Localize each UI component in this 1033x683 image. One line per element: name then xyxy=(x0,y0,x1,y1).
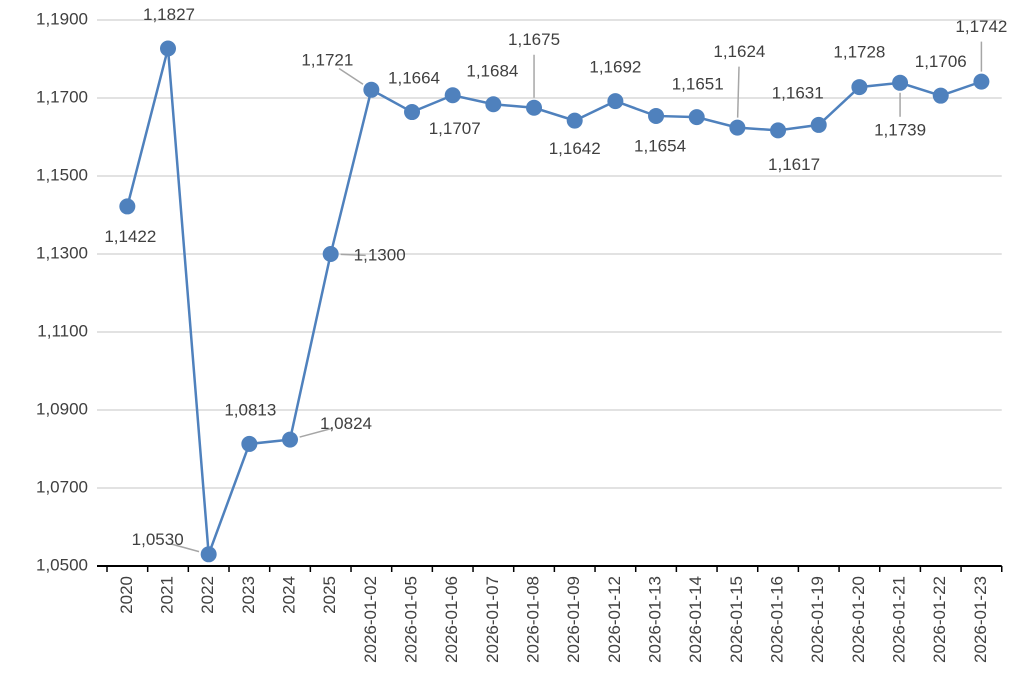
data-label: 1,1422 xyxy=(104,227,156,246)
leader-line xyxy=(338,67,364,85)
x-tick-label: 2026-01-06 xyxy=(442,576,461,663)
y-tick-label: 1,0500 xyxy=(36,555,88,574)
data-label: 1,0813 xyxy=(224,400,276,419)
data-point xyxy=(241,435,258,452)
x-tick-label: 2026-01-09 xyxy=(564,576,583,663)
data-point xyxy=(282,431,299,448)
x-tick-label: 2026-01-08 xyxy=(524,576,543,663)
data-label: 1,1707 xyxy=(429,119,481,138)
leader-line xyxy=(299,427,333,438)
y-tick-label: 1,1300 xyxy=(36,243,88,262)
x-tick-label: 2026-01-12 xyxy=(605,576,624,663)
data-point xyxy=(607,93,624,110)
series-line xyxy=(126,48,982,555)
data-point xyxy=(404,104,421,121)
x-tick-label: 2026-01-22 xyxy=(930,576,949,663)
data-label: 1,1742 xyxy=(955,17,1007,36)
x-tick-label: 2026-01-14 xyxy=(686,576,705,663)
data-label: 1,1300 xyxy=(354,245,406,264)
x-tick-label: 2026-01-21 xyxy=(890,576,909,663)
data-point xyxy=(648,107,665,124)
data-point xyxy=(526,99,543,116)
x-tick-label: 2026-01-13 xyxy=(646,576,665,663)
data-point xyxy=(363,81,380,98)
x-tick-label: 2026-01-15 xyxy=(727,576,746,663)
data-point xyxy=(688,109,705,126)
data-label: 1,1664 xyxy=(388,69,440,88)
data-label: 1,1651 xyxy=(672,75,724,94)
x-tick-label: 2026-01-16 xyxy=(768,576,787,663)
data-point xyxy=(566,112,583,129)
data-point xyxy=(119,198,136,215)
data-label: 1,1675 xyxy=(508,30,560,49)
y-tick-label: 1,0900 xyxy=(36,399,88,418)
data-label: 1,1728 xyxy=(833,43,885,62)
data-label: 1,1631 xyxy=(772,83,824,102)
data-label: 1,1739 xyxy=(874,120,926,139)
y-tick-label: 1,1900 xyxy=(36,9,88,28)
y-tick-label: 1,1100 xyxy=(37,321,88,340)
data-label: 1,1624 xyxy=(713,42,765,61)
data-label: 1,1642 xyxy=(549,139,601,158)
x-tick-label: 2026-01-05 xyxy=(402,576,421,663)
data-label: 1,1721 xyxy=(301,50,353,69)
y-tick-label: 1,1500 xyxy=(36,165,88,184)
x-tick-label: 2021 xyxy=(157,576,176,614)
x-tick-label: 2024 xyxy=(279,576,298,614)
x-tick-label: 2026-01-19 xyxy=(808,576,827,663)
data-point xyxy=(932,87,949,104)
x-tick-label: 2023 xyxy=(239,576,258,614)
data-point xyxy=(892,74,909,91)
data-point xyxy=(973,73,990,90)
x-tick-label: 2026-01-07 xyxy=(483,576,502,663)
leader-line xyxy=(340,253,366,257)
data-point xyxy=(729,119,746,136)
data-point xyxy=(851,79,868,96)
data-label: 1,1617 xyxy=(768,155,820,174)
y-tick-label: 1,0700 xyxy=(36,477,88,496)
data-point xyxy=(322,246,339,262)
data-point xyxy=(200,546,217,563)
x-tick-label: 2020 xyxy=(117,576,136,614)
data-point xyxy=(810,116,827,133)
x-tick-label: 2026-01-23 xyxy=(971,576,990,663)
data-label: 1,1706 xyxy=(915,52,967,71)
data-point xyxy=(444,87,461,104)
x-tick-label: 2026-01-20 xyxy=(849,576,868,663)
data-point xyxy=(160,40,177,57)
data-label: 1,0824 xyxy=(320,414,372,433)
data-label: 1,1827 xyxy=(143,5,195,24)
data-point xyxy=(770,122,787,139)
data-point xyxy=(485,96,502,113)
data-label: 1,0530 xyxy=(132,530,184,549)
data-label: 1,1692 xyxy=(589,58,641,77)
x-tick-label: 2022 xyxy=(198,576,217,614)
leader-line xyxy=(736,66,740,118)
x-tick-label: 2026-01-02 xyxy=(361,576,380,663)
x-tick-label: 2025 xyxy=(320,576,339,614)
data-label: 1,1684 xyxy=(466,62,518,81)
data-label: 1,1654 xyxy=(634,136,686,155)
leader-line xyxy=(170,543,200,553)
y-tick-label: 1,1700 xyxy=(36,87,88,106)
